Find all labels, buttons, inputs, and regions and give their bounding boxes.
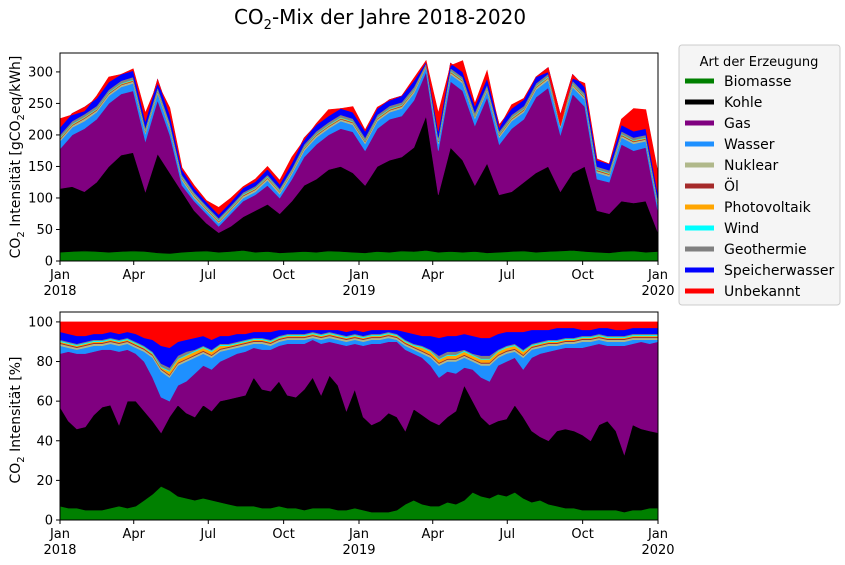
legend-label-nuklear: Nuklear xyxy=(724,158,779,174)
bottom-ytick-label: 40 xyxy=(36,434,53,449)
top-xtick-label: Apr xyxy=(421,268,444,283)
top-xtick-label: Jul xyxy=(498,268,515,283)
bottom-ylabel: CO2 Intensität [%] xyxy=(8,356,27,483)
legend-label-biomasse: Biomasse xyxy=(724,74,791,90)
bottom-xtick-year: 2019 xyxy=(342,543,375,558)
legend-label-kohle: Kohle xyxy=(724,95,762,111)
legend-label-gas: Gas xyxy=(724,116,751,132)
bottom-xtick-label: Jul xyxy=(498,527,515,542)
bottom-xtick-year: 2018 xyxy=(43,543,76,558)
bottom-xtick-label: Jan xyxy=(348,527,369,542)
bottom-xtick-year: 2020 xyxy=(641,543,674,558)
bottom-ytick-label: 100 xyxy=(28,315,53,330)
chart-title: CO2-Mix der Jahre 2018-2020 xyxy=(234,5,526,33)
legend-label-photovoltaik: Photovoltaik xyxy=(724,200,812,216)
top-ytick-label: 0 xyxy=(45,255,53,270)
legend-label-wasser: Wasser xyxy=(724,137,775,153)
bottom-xtick-label: Jul xyxy=(199,527,216,542)
top-ytick-label: 100 xyxy=(28,191,53,206)
bottom-ytick-label: 0 xyxy=(45,514,53,529)
legend-label-speicherwasser: Speicherwasser xyxy=(724,263,834,279)
top-ytick-label: 200 xyxy=(28,128,53,143)
legend-label-wind: Wind xyxy=(724,221,759,237)
legend-label-unbekannt: Unbekannt xyxy=(724,284,801,300)
top-ytick-label: 50 xyxy=(36,223,53,238)
title-rest: -Mix der Jahre 2018-2020 xyxy=(272,5,526,29)
bottom-ytick-label: 20 xyxy=(36,474,53,489)
top-xtick-label: Oct xyxy=(571,268,593,283)
bottom-xtick-label: Oct xyxy=(571,527,593,542)
top-xtick-year: 2020 xyxy=(641,284,674,299)
title-main: CO xyxy=(234,5,264,29)
bottom-xtick-label: Jan xyxy=(647,527,668,542)
top-ytick-label: 150 xyxy=(28,160,53,175)
top-xtick-label: Apr xyxy=(122,268,145,283)
top-ytick-label: 250 xyxy=(28,97,53,112)
bottom-ytick-label: 60 xyxy=(36,395,53,410)
top-xtick-year: 2018 xyxy=(43,284,76,299)
legend-label-oel: Öl xyxy=(724,177,739,195)
legend-box xyxy=(678,44,841,306)
top-xtick-label: Jan xyxy=(49,268,70,283)
top-xtick-label: Jan xyxy=(348,268,369,283)
legend-title: Art der Erzeugung xyxy=(700,55,819,70)
legend: Art der Erzeugung Biomasse Kohle Gas Wasser… xyxy=(678,44,841,306)
bottom-xtick-label: Apr xyxy=(122,527,145,542)
bottom-ytick-label: 80 xyxy=(36,355,53,370)
bottom-xtick-label: Apr xyxy=(421,527,444,542)
bottom-xtick-label: Oct xyxy=(272,527,294,542)
bottom-xtick-label: Jan xyxy=(49,527,70,542)
top-xtick-year: 2019 xyxy=(342,284,375,299)
top-xtick-label: Jul xyxy=(199,268,216,283)
title-sub: 2 xyxy=(264,18,272,33)
top-xtick-label: Oct xyxy=(272,268,294,283)
top-ylabel: CO2 Intensität [gCO2eq/kWh] xyxy=(8,56,27,259)
top-xtick-label: Jan xyxy=(647,268,668,283)
top-ytick-label: 300 xyxy=(28,65,53,80)
legend-label-geothermie: Geothermie xyxy=(724,242,807,258)
